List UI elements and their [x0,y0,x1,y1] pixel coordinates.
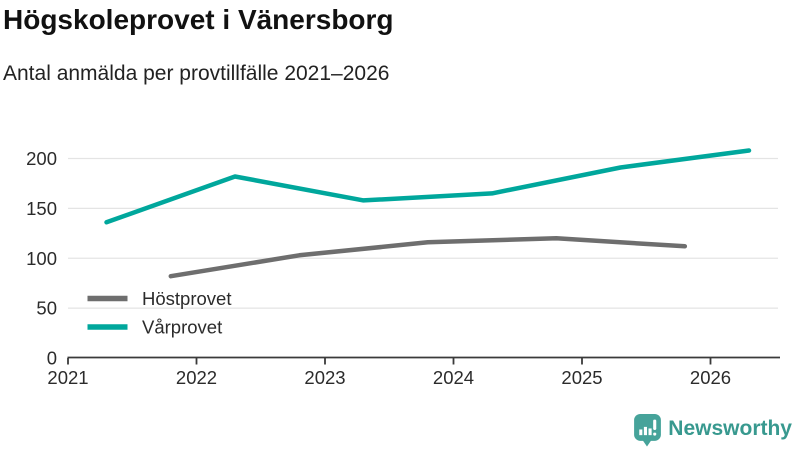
brand-name: Newsworthy [668,416,792,440]
y-tick-label: 100 [26,248,57,269]
newsworthy-bar-chart-bubble-icon [634,413,662,446]
x-tick-label: 2023 [304,367,345,388]
chart-subtitle: Antal anmälda per provtillfälle 2021–202… [3,62,390,85]
x-tick-label: 2021 [47,367,88,388]
x-tick-label: 2024 [433,367,474,388]
y-tick-label: 200 [26,148,57,169]
y-tick-label: 50 [36,298,57,319]
series-line-vårprovet [104,148,752,225]
series-line-höstprovet [168,236,688,279]
x-tick-label: 2026 [690,367,731,388]
brand-footer: Newsworthy [634,413,792,447]
x-tick-label: 2025 [561,367,602,388]
y-tick-label: 0 [47,348,57,369]
x-tick-label: 2022 [176,367,217,388]
y-tick-label: 150 [26,198,57,219]
legend-label-vårprovet: Vårprovet [142,317,222,338]
chart-title: Högskoleprovet i Vänersborg [3,4,394,35]
legend-label-höstprovet: Höstprovet [142,288,231,309]
